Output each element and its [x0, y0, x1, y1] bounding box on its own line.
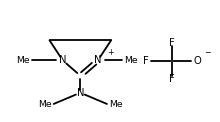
Text: O: O [193, 56, 201, 66]
Text: F: F [169, 74, 174, 84]
Text: −: − [205, 49, 211, 58]
Text: F: F [143, 56, 149, 66]
Text: Me: Me [124, 56, 138, 65]
Text: F: F [169, 38, 174, 48]
Text: Me: Me [16, 56, 30, 65]
Text: +: + [107, 48, 113, 57]
Text: N: N [94, 55, 102, 65]
Text: Me: Me [38, 100, 52, 109]
Text: Me: Me [109, 100, 123, 109]
Text: N: N [77, 88, 84, 98]
Text: N: N [59, 55, 66, 65]
